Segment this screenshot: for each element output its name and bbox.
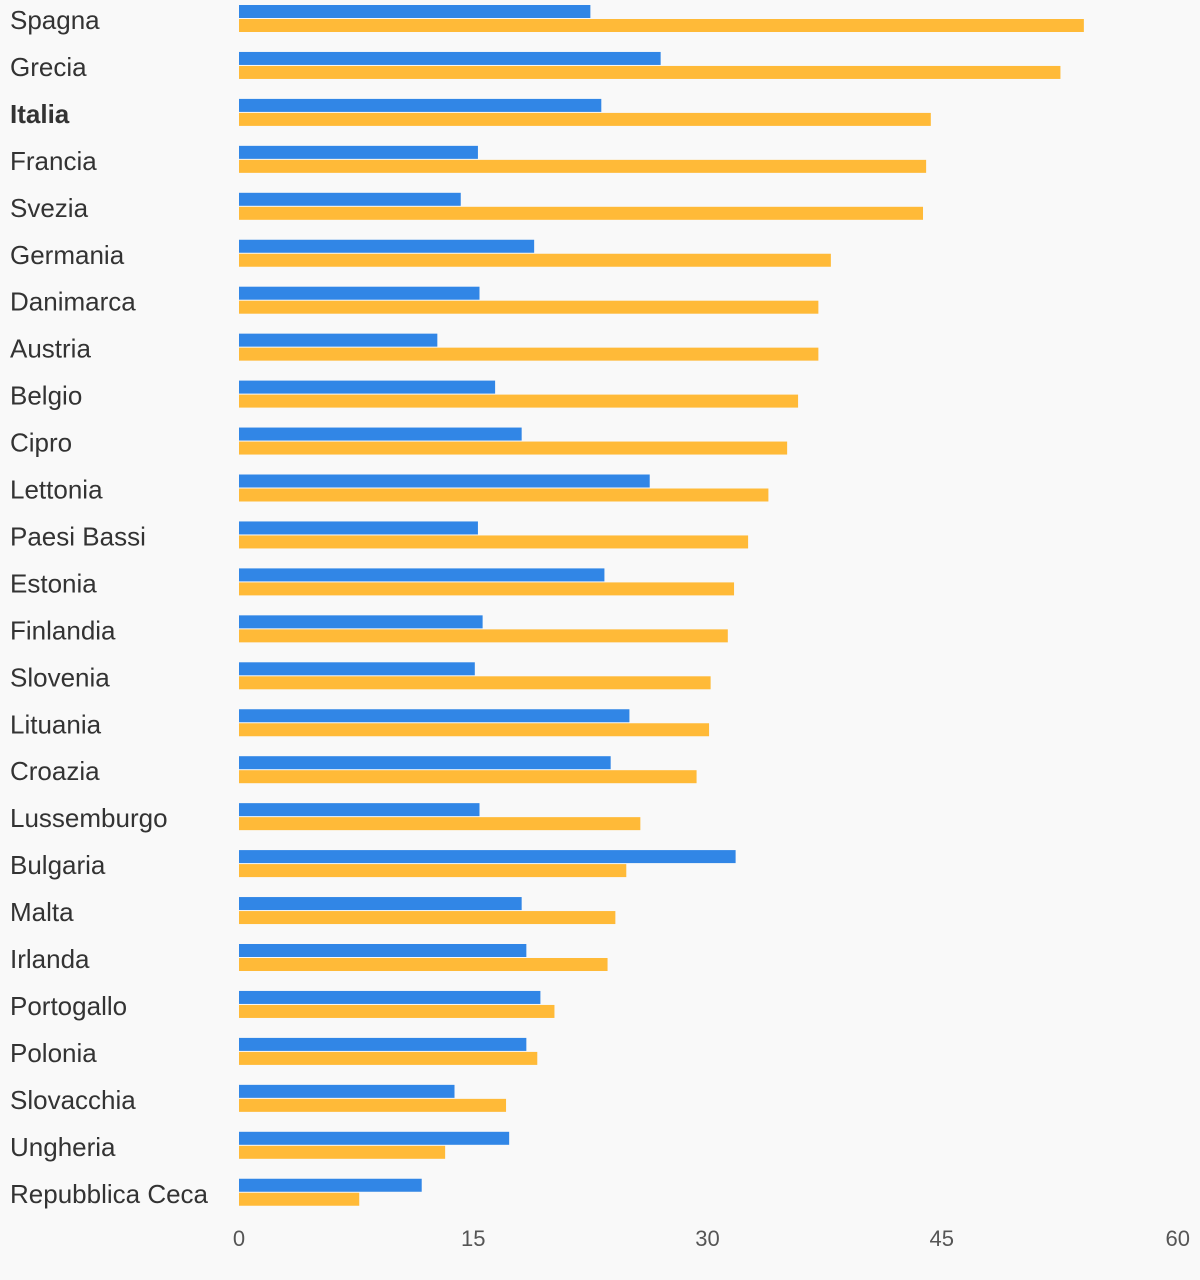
bar-francia-series-1: [239, 145, 478, 159]
category-label-austria: Austria: [10, 334, 91, 364]
bar-germania-series-1: [239, 239, 535, 253]
category-label-estonia: Estonia: [10, 568, 97, 598]
bar-cipro-series-1: [239, 427, 522, 441]
x-tick-label-60: 60: [1166, 1226, 1190, 1251]
bar-lettonia-series-2: [239, 488, 769, 502]
bar-croazia-series-1: [239, 756, 611, 770]
bar-belgio-series-1: [239, 380, 496, 394]
bar-portogallo-series-2: [239, 1004, 555, 1018]
category-label-svezia: Svezia: [10, 193, 89, 223]
category-label-francia: Francia: [10, 146, 97, 176]
bar-svezia-series-2: [239, 206, 924, 220]
bar-lituania-series-2: [239, 723, 710, 737]
bar-lussemburgo-series-1: [239, 803, 480, 817]
bar-slovacchia-series-2: [239, 1098, 507, 1112]
bar-malta-series-1: [239, 897, 522, 911]
bar-svezia-series-1: [239, 192, 461, 206]
category-label-croazia: Croazia: [10, 756, 100, 786]
category-label-italia: Italia: [10, 99, 70, 129]
bar-ungheria-series-2: [239, 1145, 446, 1159]
x-tick-label-15: 15: [461, 1226, 485, 1251]
category-label-spagna: Spagna: [10, 5, 100, 35]
bar-grecia-series-2: [239, 65, 1061, 79]
category-label-grecia: Grecia: [10, 52, 87, 82]
bar-paesi-bassi-series-1: [239, 521, 478, 535]
x-tick-label-30: 30: [695, 1226, 719, 1251]
bar-portogallo-series-1: [239, 990, 541, 1004]
category-label-cipro: Cipro: [10, 428, 72, 458]
bar-grecia-series-1: [239, 51, 661, 65]
bar-bulgaria-series-1: [239, 850, 736, 864]
category-label-danimarca: Danimarca: [10, 287, 136, 317]
bar-estonia-series-2: [239, 582, 735, 596]
bars-group: [239, 5, 1084, 1206]
bar-lituania-series-1: [239, 709, 630, 723]
category-label-bulgaria: Bulgaria: [10, 850, 106, 880]
category-label-lussemburgo: Lussemburgo: [10, 803, 168, 833]
bar-irlanda-series-2: [239, 958, 608, 971]
category-label-irlanda: Irlanda: [10, 944, 90, 974]
bar-estonia-series-1: [239, 568, 605, 582]
bar-francia-series-2: [239, 159, 927, 173]
category-label-malta: Malta: [10, 897, 74, 927]
bar-spagna-series-1: [239, 5, 591, 18]
category-label-belgio: Belgio: [10, 381, 82, 411]
bar-polonia-series-1: [239, 1037, 527, 1051]
bar-repubblica-ceca-series-1: [239, 1178, 422, 1192]
bar-lussemburgo-series-2: [239, 817, 641, 831]
category-labels: Spagna Grecia Italia Francia Svezia Germania D…: [10, 5, 209, 1209]
bar-finlandia-series-2: [239, 629, 728, 643]
bar-lettonia-series-1: [239, 474, 650, 488]
bar-spagna-series-2: [239, 19, 1084, 32]
bar-repubblica-ceca-series-2: [239, 1192, 360, 1206]
category-label-lettonia: Lettonia: [10, 475, 103, 505]
category-label-paesi-bassi: Paesi Bassi: [10, 521, 146, 551]
bar-polonia-series-2: [239, 1051, 538, 1065]
bar-bulgaria-series-2: [239, 864, 627, 878]
x-tick-label-45: 45: [930, 1226, 954, 1251]
x-axis-ticks: 0 15 30 45 60: [233, 1226, 1190, 1251]
bar-danimarca-series-1: [239, 286, 480, 300]
bar-ungheria-series-1: [239, 1131, 510, 1145]
bar-cipro-series-2: [239, 441, 788, 455]
bar-finlandia-series-1: [239, 615, 483, 629]
category-label-portogallo: Portogallo: [10, 991, 127, 1021]
bar-italia-series-2: [239, 112, 931, 126]
category-label-finlandia: Finlandia: [10, 615, 116, 645]
bar-germania-series-2: [239, 253, 831, 267]
category-label-repubblica-ceca: Repubblica Ceca: [10, 1179, 209, 1209]
bar-malta-series-2: [239, 911, 616, 925]
category-label-slovacchia: Slovacchia: [10, 1085, 136, 1115]
bar-irlanda-series-1: [239, 944, 527, 957]
category-label-ungheria: Ungheria: [10, 1132, 116, 1162]
bar-danimarca-series-2: [239, 300, 819, 314]
bar-austria-series-2: [239, 347, 819, 361]
x-tick-label-0: 0: [233, 1226, 245, 1251]
bar-belgio-series-2: [239, 394, 799, 408]
category-label-polonia: Polonia: [10, 1038, 97, 1068]
bar-slovacchia-series-1: [239, 1084, 455, 1098]
bar-austria-series-1: [239, 333, 438, 347]
category-label-lituania: Lituania: [10, 709, 102, 739]
category-label-germania: Germania: [10, 240, 125, 270]
bar-croazia-series-2: [239, 770, 697, 784]
bar-slovenia-series-2: [239, 676, 711, 690]
bar-italia-series-1: [239, 98, 602, 112]
bar-paesi-bassi-series-2: [239, 535, 749, 549]
category-label-slovenia: Slovenia: [10, 662, 110, 692]
bar-slovenia-series-1: [239, 662, 475, 676]
